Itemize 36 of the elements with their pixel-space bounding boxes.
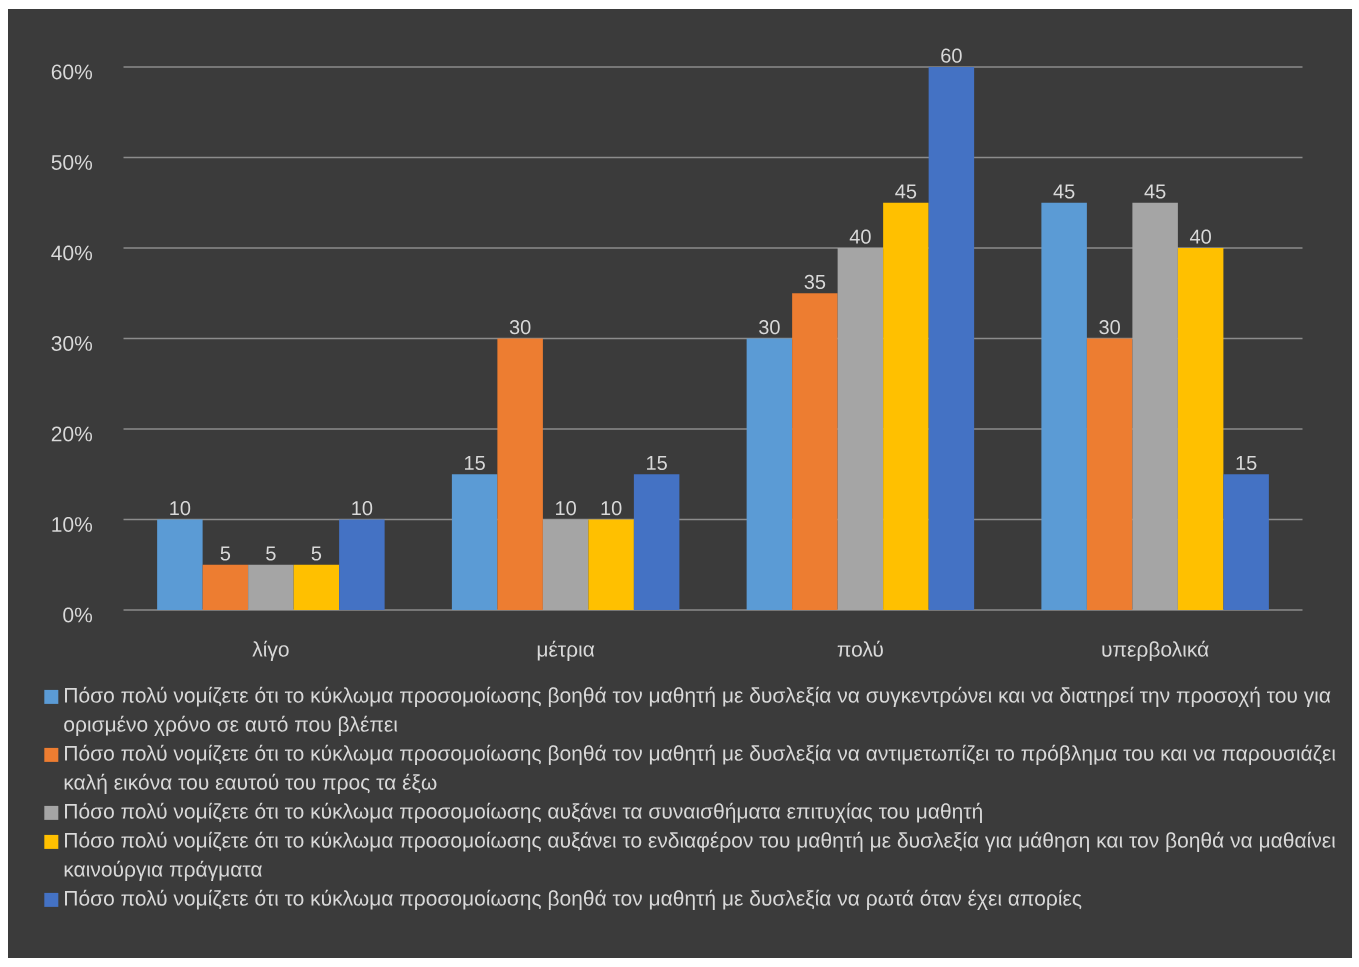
data-label: 60 bbox=[941, 48, 962, 63]
data-label: 35 bbox=[804, 274, 826, 289]
data-label: 10 bbox=[170, 501, 191, 516]
data-label: 30 bbox=[1099, 320, 1120, 335]
data-label: 10 bbox=[601, 501, 622, 516]
y-tick-label: 40% bbox=[51, 245, 93, 261]
legend-label: Πόσο πολύ νομίζετε ότι το κύκλωμα προσομοίωσης βοηθά τον μαθητή με δυσλεξία να συγκεντρώνει και να διατηρεί την προσοχή του για ορισμένο χρόνο σε αυτό που βλέπει bbox=[64, 686, 1331, 736]
y-tick-label: 60% bbox=[51, 64, 93, 80]
y-tick-label: 0% bbox=[63, 607, 93, 623]
legend-label: Πόσο πολύ νομίζετε ότι το κύκλωμα προσομοίωσης βοηθά τον μαθητή με δυσλεξία να αντιμετωπίζει το πρόβλημα του και να παρουσιάζει καλή εικόνα του εαυτού του προς τα έξω bbox=[64, 744, 1336, 794]
data-label: 45 bbox=[1053, 184, 1075, 199]
data-label: 15 bbox=[465, 456, 485, 470]
data-label: 10 bbox=[352, 501, 373, 516]
data-label: 40 bbox=[849, 229, 871, 244]
data-label: 15 bbox=[647, 456, 667, 470]
data-label: 30 bbox=[759, 320, 780, 335]
y-tick-label: 10% bbox=[52, 517, 93, 532]
data-label: 5 bbox=[266, 546, 276, 561]
data-label: 10 bbox=[556, 501, 576, 516]
data-label: 15 bbox=[1236, 456, 1257, 470]
data-label: 40 bbox=[1189, 229, 1211, 244]
data-label: 5 bbox=[311, 546, 322, 561]
y-tick-label: 30% bbox=[51, 336, 93, 351]
data-label: 45 bbox=[1144, 184, 1166, 199]
x-tick-label: πολύ bbox=[837, 640, 883, 657]
data-label: 5 bbox=[220, 546, 231, 561]
x-tick-label: υπερβολικά bbox=[1102, 640, 1209, 661]
y-tick-label: 50% bbox=[51, 155, 93, 170]
legend-label: Πόσο πολύ νομίζετε ότι το κύκλωμα προσομοίωσης αυξάνει τα συναισθήματα επιτυχίας του μαθητή bbox=[65, 802, 982, 823]
y-tick-label: 20% bbox=[51, 426, 93, 442]
x-tick-label: μέτρια bbox=[537, 640, 595, 661]
legend-label: Πόσο πολύ νομίζετε ότι το κύκλωμα προσομοίωσης αυξάνει το ενδιαφέρον του μαθητή με δυσλεξία για μάθηση και τον βοηθά να μαθαίνει καινούργια πράγματα bbox=[64, 831, 1336, 881]
legend-label: Πόσο πολύ νομίζετε ότι το κύκλωμα προσομοίωσης βοηθά τον μαθητή με δυσλεξία να ρωτά όταν έχει απορίες bbox=[65, 889, 1082, 910]
data-label: 45 bbox=[895, 184, 917, 199]
data-label: 30 bbox=[509, 320, 531, 335]
x-tick-label: λίγο bbox=[252, 640, 289, 661]
